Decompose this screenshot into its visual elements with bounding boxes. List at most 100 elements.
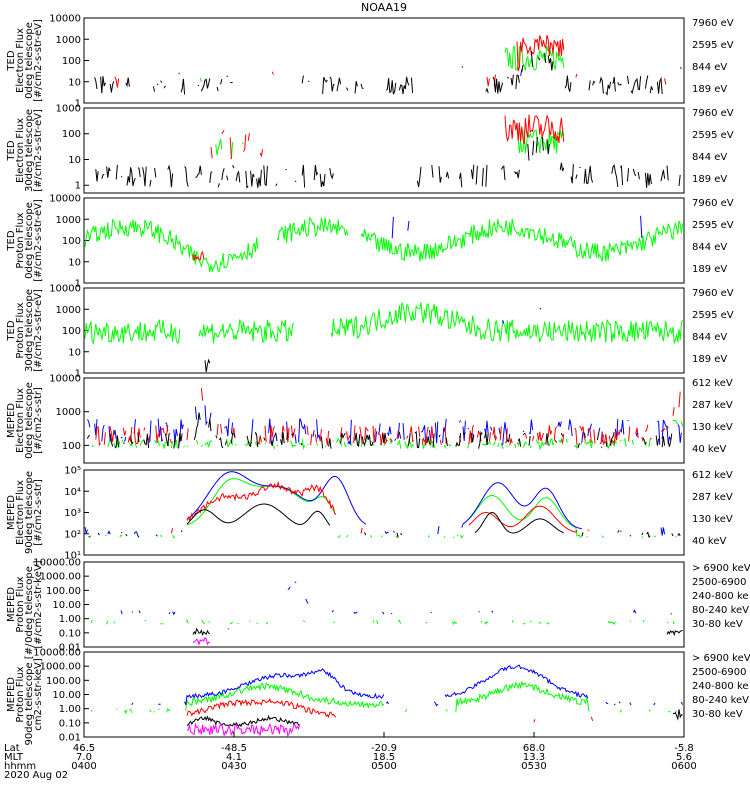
y-tick-label: 10: [68, 347, 81, 358]
legend-entry: 240-800 ke: [692, 591, 749, 602]
y-tick-label: 1000: [56, 104, 81, 115]
series-blue: [131, 664, 684, 707]
legend-entry: 240-800 ke: [692, 681, 749, 692]
y-tick-label: 1.00: [59, 614, 81, 625]
x-tick-time: 0530: [521, 761, 546, 772]
series-red: [192, 250, 205, 261]
series-red: [115, 35, 681, 87]
y-axis-label-line: Electron Flux: [15, 480, 26, 545]
x-tick-lat: -20.9: [371, 743, 397, 754]
legend-entry: 844 eV: [692, 332, 727, 343]
series-red: [121, 483, 674, 534]
y-tick-label: 1: [75, 369, 81, 380]
legend-entry: 2595 eV: [692, 130, 734, 141]
series-black: [192, 627, 683, 637]
x-tick-mlt: 7.0: [76, 752, 92, 763]
x-row-label: Lat: [4, 743, 20, 754]
legend-entry: 7960 eV: [692, 288, 734, 299]
y-axis-label-line: TED: [6, 140, 17, 161]
x-tick-time: 0500: [371, 761, 396, 772]
legend-entry: 40 keV: [692, 536, 726, 547]
legend-entry: 2595 eV: [692, 40, 734, 51]
y-tick-label: 100: [62, 326, 81, 337]
panel-6: 10⁵ 10⁴ 10³ 10² 10¹ MEPEDElectron Flux90deg t…: [6, 466, 733, 562]
y-tick-label: 0.10: [59, 718, 81, 729]
legend-entry: 844 eV: [692, 242, 727, 253]
legend-entry: 130 keV: [692, 422, 733, 433]
legend-entry: 80-240 keV: [692, 695, 749, 706]
y-axis-label-line: 0deg telescope: [24, 566, 35, 643]
y-axis-label-line: 90deg telescope: [24, 471, 35, 554]
legend-entry: 2500-6900: [692, 667, 747, 678]
legend-entry: 844 eV: [692, 152, 727, 163]
x-tick-lat: -48.5: [221, 743, 247, 754]
legend-entry: 2500-6900: [692, 577, 747, 588]
series-blue: [461, 65, 682, 76]
y-axis-label: MEPEDProton Flux90deg telescope [#/cm2-s…: [6, 643, 44, 746]
panel-frame: [83, 17, 685, 104]
legend-entry: 189 eV: [692, 84, 727, 95]
y-axis-label-line: TED: [6, 230, 17, 251]
legend-entry: 2595 eV: [692, 220, 734, 231]
y-axis-label-line: [#/cm2-s-str-eV]: [33, 109, 44, 192]
series-green: [84, 302, 684, 345]
y-axis-label-line: Electron Flux: [15, 118, 26, 183]
y-tick-label: 10000: [49, 194, 81, 205]
y-axis-label-line: Electron Flux: [15, 388, 26, 453]
y-tick-label: 1: [75, 99, 81, 110]
legend-entry: 189 eV: [692, 174, 727, 185]
y-tick-label: 10⁴: [64, 487, 81, 498]
x-tick-mlt: 4.1: [226, 752, 242, 763]
series-red: [210, 114, 565, 160]
series-blue: [121, 582, 683, 615]
legend-entry: 30-80 keV: [692, 619, 743, 630]
y-tick-label: 10000: [49, 284, 81, 295]
panel-frame: [83, 107, 685, 194]
y-tick-label: 100.00: [46, 676, 81, 687]
x-row-label: MLT: [4, 752, 24, 763]
chart-title: NOAA19: [361, 1, 407, 14]
x-tick-mlt: 5.6: [676, 752, 692, 763]
y-axis-label-line: Proton Flux: [15, 212, 26, 268]
series-blue: [503, 308, 675, 323]
y-axis-label-line: Proton Flux: [15, 576, 26, 632]
x-row-label: hhmm: [4, 761, 36, 772]
y-axis-label-line: Proton Flux: [15, 666, 26, 722]
panel-4: 10000 1000 100 10 1 TEDProton Flux30deg teles…: [6, 284, 734, 380]
y-axis-label-line: [#/cm2-s-str-eV]: [33, 289, 44, 372]
panel-8: 10000.00 1000.00 100.00 10.00 1.00 0.10 0.01 ME…: [6, 643, 750, 746]
series-magenta: [186, 722, 301, 737]
series-green: [199, 44, 565, 82]
legend-entry: 844 eV: [692, 62, 727, 73]
y-axis-label-line: cm2-s-str-keV]: [33, 658, 44, 731]
y-axis-label-line: [#/cm2-s-str-eV]: [33, 199, 44, 282]
y-tick-label: 10: [68, 155, 81, 166]
y-axis-label: TEDProton Flux30deg telescope[#/cm2-s-st…: [6, 289, 44, 372]
y-axis-label-line: 30deg telescope: [24, 289, 35, 372]
y-tick-label: 10: [68, 77, 81, 88]
y-axis-label: TEDElectron Flux30deg telescope[#/cm2-s-…: [6, 109, 44, 192]
y-tick-label: 10000.00: [33, 558, 81, 569]
y-tick-label: 100: [62, 236, 81, 247]
y-axis-label-line: TED: [6, 320, 17, 341]
panel-frame: [83, 377, 685, 464]
series-green: [91, 682, 683, 713]
series-blue: [85, 472, 680, 536]
panel-5: 10000 1000 100 MEPEDElectron Flux0deg teles…: [6, 374, 733, 464]
x-tick-time: 0400: [71, 761, 96, 772]
legend-entry: 30-80 keV: [692, 709, 743, 720]
panel-7: 10000.00 1000.00 100.00 10.00 1.00 0.10 0.01 ME…: [6, 558, 750, 654]
y-tick-label: 100: [62, 441, 81, 452]
y-tick-label: 1000.00: [40, 662, 81, 673]
x-tick-time: 0430: [221, 761, 246, 772]
y-tick-label: 0.10: [59, 628, 81, 639]
series-black: [95, 51, 665, 95]
y-axis-label: MEPEDProton Flux0deg telescope[#/cm2-s-s…: [6, 560, 44, 648]
y-axis-label-line: 0deg telescope: [24, 382, 35, 459]
legend-entry: 287 keV: [692, 400, 733, 411]
y-axis-label: TEDElectron Flux0deg telescope[#/cm2-s-s…: [6, 19, 44, 102]
y-tick-label: 0.01: [59, 643, 81, 654]
panel-2: 1000 100 10 1 TEDElectron Flux30deg telescop…: [6, 104, 734, 194]
y-tick-label: 10000: [49, 14, 81, 25]
